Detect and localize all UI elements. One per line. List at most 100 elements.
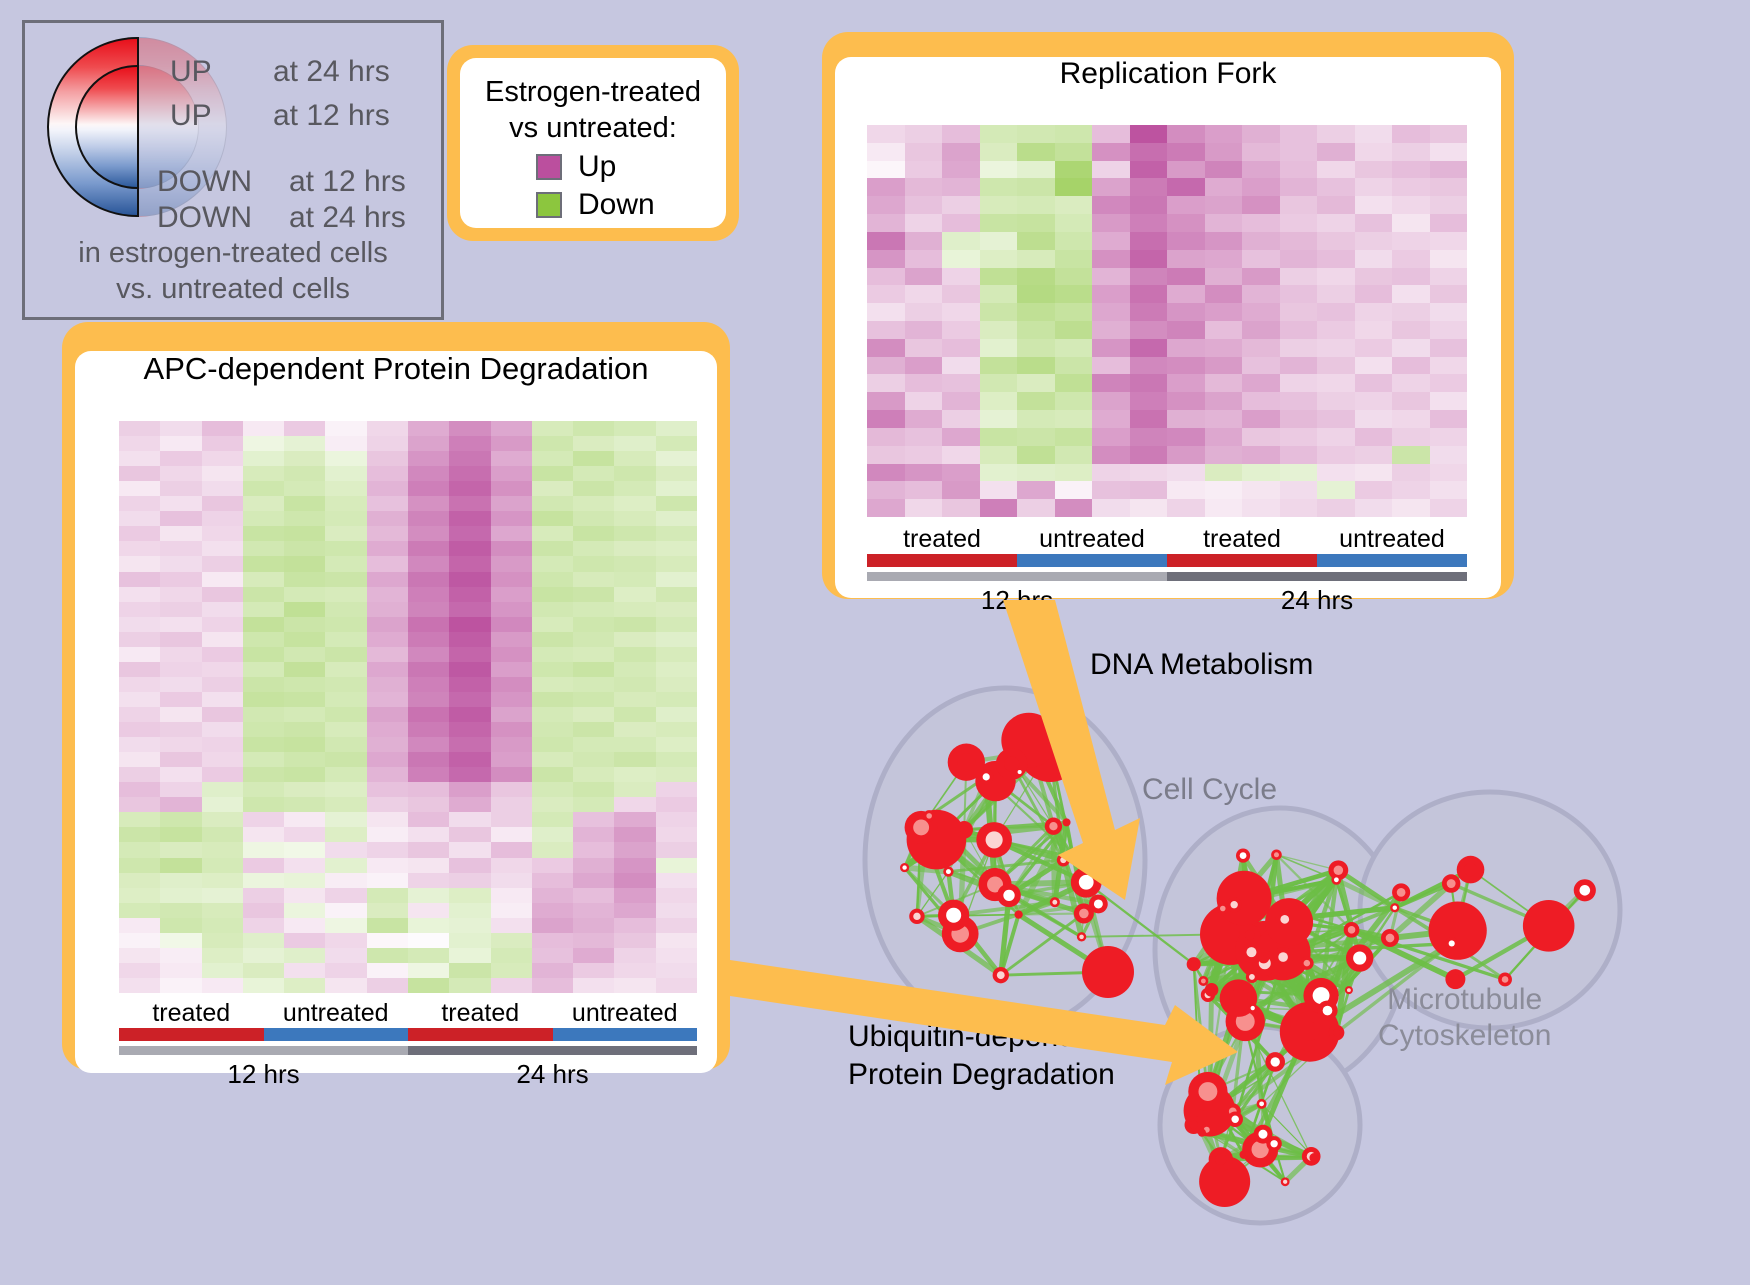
network-node[interactable] <box>1062 818 1070 826</box>
network-node[interactable] <box>1281 1177 1290 1186</box>
network-node[interactable] <box>909 909 924 924</box>
network-node[interactable] <box>1317 1000 1337 1020</box>
network-node[interactable] <box>1187 957 1201 971</box>
network-node[interactable] <box>1523 900 1575 952</box>
heatmap-cell <box>614 797 655 812</box>
network-node[interactable] <box>1205 983 1219 997</box>
heatmap-cell <box>1092 392 1130 410</box>
heatmap-cell <box>1092 410 1130 428</box>
network-node[interactable] <box>1082 946 1134 998</box>
heatmap-cell <box>325 541 366 556</box>
network-node[interactable] <box>1390 903 1399 912</box>
network-node[interactable] <box>1258 952 1269 963</box>
network-node[interactable] <box>1057 854 1070 867</box>
network-node[interactable] <box>1015 768 1024 777</box>
network-node[interactable] <box>1217 871 1272 926</box>
network-node[interactable] <box>1574 879 1596 901</box>
heatmap-cell <box>119 602 160 617</box>
network-node[interactable] <box>997 884 1021 908</box>
network-node[interactable] <box>1346 944 1373 971</box>
network-node[interactable] <box>1392 883 1410 901</box>
network-node[interactable] <box>923 810 935 822</box>
network-node[interactable] <box>993 967 1009 983</box>
network-node[interactable] <box>1069 853 1078 862</box>
heatmap-cell <box>1130 392 1168 410</box>
heatmap-cell <box>1130 143 1168 161</box>
heatmap-cell <box>1130 161 1168 179</box>
network-node[interactable] <box>1227 1111 1243 1127</box>
network-node[interactable] <box>976 822 1012 858</box>
heatmap-cell <box>980 374 1018 392</box>
network-node[interactable] <box>1257 1099 1267 1109</box>
network-node[interactable] <box>1236 849 1250 863</box>
network-node[interactable] <box>1077 932 1086 941</box>
heatmap-cell <box>1355 357 1393 375</box>
heatmap-cell <box>1130 428 1168 446</box>
network-node[interactable] <box>1442 874 1461 893</box>
heatmap-cell <box>243 858 284 873</box>
heatmap-cell <box>532 797 573 812</box>
network-node[interactable] <box>1445 937 1458 950</box>
heatmap-cell <box>614 722 655 737</box>
network-node[interactable] <box>1265 1052 1285 1072</box>
network-node[interactable] <box>1014 910 1022 918</box>
heatmap-cell <box>449 888 490 903</box>
heatmap-cell <box>573 812 614 827</box>
heatmap-cell <box>325 481 366 496</box>
heatmap-cell <box>573 842 614 857</box>
network-node[interactable] <box>1050 897 1060 907</box>
network-node[interactable] <box>979 769 994 784</box>
network-node[interactable] <box>1209 1147 1233 1171</box>
network-node[interactable] <box>1429 902 1487 960</box>
network-node[interactable] <box>996 748 1028 780</box>
network-node[interactable] <box>938 900 969 931</box>
heatmap-cell <box>1167 178 1205 196</box>
network-node[interactable] <box>1240 1150 1249 1159</box>
heatmap-cell <box>119 978 160 993</box>
heatmap-cell <box>905 374 943 392</box>
heatmap-cell <box>202 752 243 767</box>
network-node[interactable] <box>1045 818 1062 835</box>
network-node[interactable] <box>1226 897 1241 912</box>
network-node[interactable] <box>1071 867 1102 898</box>
network-node[interactable] <box>1266 1136 1281 1151</box>
heatmap-cell <box>656 888 697 903</box>
network-node[interactable] <box>1246 971 1258 983</box>
heatmap-cell <box>867 125 905 143</box>
network-node[interactable] <box>1198 976 1208 986</box>
heatmap-cell <box>656 662 697 677</box>
network-node[interactable] <box>1273 947 1293 967</box>
network-node[interactable] <box>1329 1025 1345 1041</box>
network-node[interactable] <box>1089 895 1108 914</box>
network-node[interactable] <box>943 866 953 876</box>
heatmap-cell <box>656 526 697 541</box>
heatmap-cell <box>449 526 490 541</box>
network-node[interactable] <box>1217 903 1229 915</box>
network-node[interactable] <box>1457 856 1485 884</box>
network-node[interactable] <box>900 863 909 872</box>
apc-time-label-12: 12 hrs <box>119 1059 408 1090</box>
heatmap-cell <box>942 374 980 392</box>
heatmap-cell <box>202 812 243 827</box>
network-node[interactable] <box>1309 1153 1318 1162</box>
heatmap-cell <box>284 873 325 888</box>
network-node[interactable] <box>1344 922 1360 938</box>
network-node[interactable] <box>1198 1129 1206 1137</box>
network-node[interactable] <box>1248 1004 1257 1013</box>
network-node[interactable] <box>1381 929 1399 947</box>
node-inner-disc <box>926 813 932 819</box>
heatmap-cell <box>243 572 284 587</box>
network-node[interactable] <box>1300 956 1314 970</box>
network-node[interactable] <box>1271 849 1282 860</box>
network-node[interactable] <box>1345 986 1353 994</box>
heatmap-cell <box>491 466 532 481</box>
heatmap-cell <box>1392 143 1430 161</box>
network-node[interactable] <box>1188 1072 1227 1111</box>
node-inner-disc <box>1231 1116 1238 1123</box>
network-node[interactable] <box>1331 875 1341 885</box>
heatmap-cell <box>119 511 160 526</box>
heatmap-cell <box>1130 303 1168 321</box>
network-node[interactable] <box>955 821 973 839</box>
network-node[interactable] <box>1276 910 1294 928</box>
heatmap-cell <box>867 339 905 357</box>
